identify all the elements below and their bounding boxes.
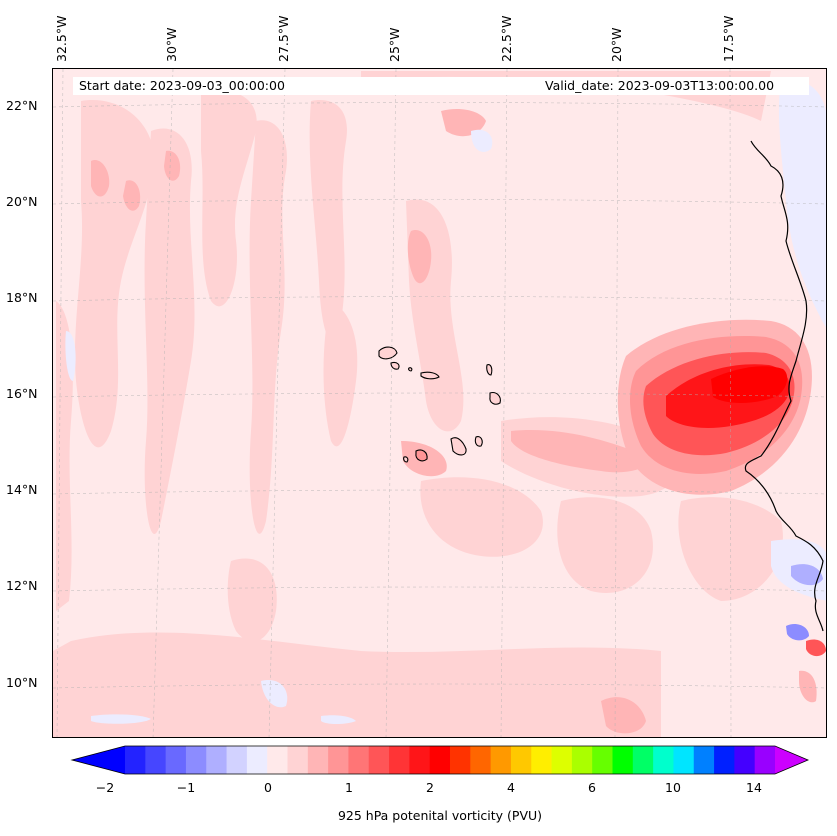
- colorbar-label: 925 hPa potenital vorticity (PVU): [337, 808, 543, 823]
- lat-label-12n: 12°N: [6, 578, 38, 593]
- coastline-africa: [744, 140, 824, 632]
- field-light-pink: [53, 71, 783, 737]
- field-pink: [91, 109, 649, 734]
- colorbar-cell: [510, 746, 532, 774]
- colorbar-cell: [125, 746, 146, 774]
- colorbar-cell: [632, 746, 654, 774]
- vorticity-field-map: [53, 69, 826, 737]
- colorbar-tick-10: 10: [665, 780, 681, 795]
- lon-label-25w: 25°W: [387, 27, 402, 62]
- colorbar-tick-14: 14: [746, 780, 762, 795]
- colorbar-cell: [307, 746, 329, 774]
- lat-label-16n: 16°N: [6, 386, 38, 401]
- colorbar-cell: [267, 746, 288, 774]
- lon-label-27-5w: 27.5°W: [276, 15, 291, 62]
- colorbar-cell: [348, 746, 370, 774]
- colorbar-cell: [409, 746, 431, 774]
- colorbar-cell: [490, 746, 512, 774]
- colorbar-tick-0: 0: [264, 780, 272, 795]
- colorbar-outline: [70, 745, 810, 775]
- colorbar-cell: [653, 746, 674, 774]
- valid-date-label: Valid_date: 2023-09-03T13:00:00.00: [545, 78, 775, 93]
- colorbar-cell: [389, 746, 410, 774]
- colorbar-tick-minus1: −1: [176, 780, 196, 795]
- colorbar-cell: [165, 746, 187, 774]
- colorbar-cell: [754, 746, 776, 774]
- colorbar-extend-high: [775, 746, 808, 774]
- lat-label-22n: 22°N: [6, 98, 38, 113]
- colorbar-cell: [429, 746, 451, 774]
- field-red-system: [617, 319, 812, 495]
- lon-label-30w: 30°W: [164, 27, 179, 62]
- map-panel: [52, 68, 827, 738]
- lon-label-22-5w: 22.5°W: [499, 15, 514, 62]
- lon-label-17-5w: 17.5°W: [721, 15, 736, 62]
- date-info-bar: [73, 77, 809, 95]
- colorbar-cell: [450, 746, 471, 774]
- colorbar-cell: [226, 746, 248, 774]
- cape-verde-islands: [378, 346, 501, 463]
- colorbar-tick-6: 6: [588, 780, 596, 795]
- colorbar-cell: [206, 746, 227, 774]
- colorbar-cell: [673, 746, 695, 774]
- colorbar: [70, 745, 810, 775]
- colorbar-cell: [246, 746, 268, 774]
- colorbar-tick-2: 2: [426, 780, 434, 795]
- colorbar-cell: [592, 746, 613, 774]
- colorbar-cell: [185, 746, 207, 774]
- lat-label-20n: 20°N: [6, 194, 38, 209]
- colorbar-cell: [551, 746, 573, 774]
- colorbar-cell: [571, 746, 593, 774]
- lon-label-20w: 20°W: [609, 27, 624, 62]
- colorbar-cells: [70, 745, 810, 775]
- gridlines: [53, 69, 826, 737]
- lat-label-18n: 18°N: [6, 290, 38, 305]
- colorbar-cell: [714, 746, 735, 774]
- colorbar-cell: [368, 746, 390, 774]
- colorbar-cell: [287, 746, 309, 774]
- colorbar-cell: [470, 746, 492, 774]
- start-date-label: Start date: 2023-09-03_00:00:00: [79, 78, 285, 93]
- colorbar-extend-low: [72, 746, 125, 774]
- colorbar-cell: [328, 746, 349, 774]
- colorbar-cell: [145, 746, 167, 774]
- colorbar-cell: [693, 746, 715, 774]
- colorbar-tick-minus2: −2: [95, 780, 115, 795]
- lat-label-10n: 10°N: [6, 675, 38, 690]
- colorbar-cell: [734, 746, 756, 774]
- lat-label-14n: 14°N: [6, 482, 38, 497]
- field-blue: [65, 79, 826, 724]
- lon-label-32-5w: 32.5°W: [54, 15, 69, 62]
- colorbar-tick-1: 1: [345, 780, 353, 795]
- colorbar-tick-4: 4: [507, 780, 515, 795]
- colorbar-cell: [531, 746, 552, 774]
- colorbar-cell: [612, 746, 634, 774]
